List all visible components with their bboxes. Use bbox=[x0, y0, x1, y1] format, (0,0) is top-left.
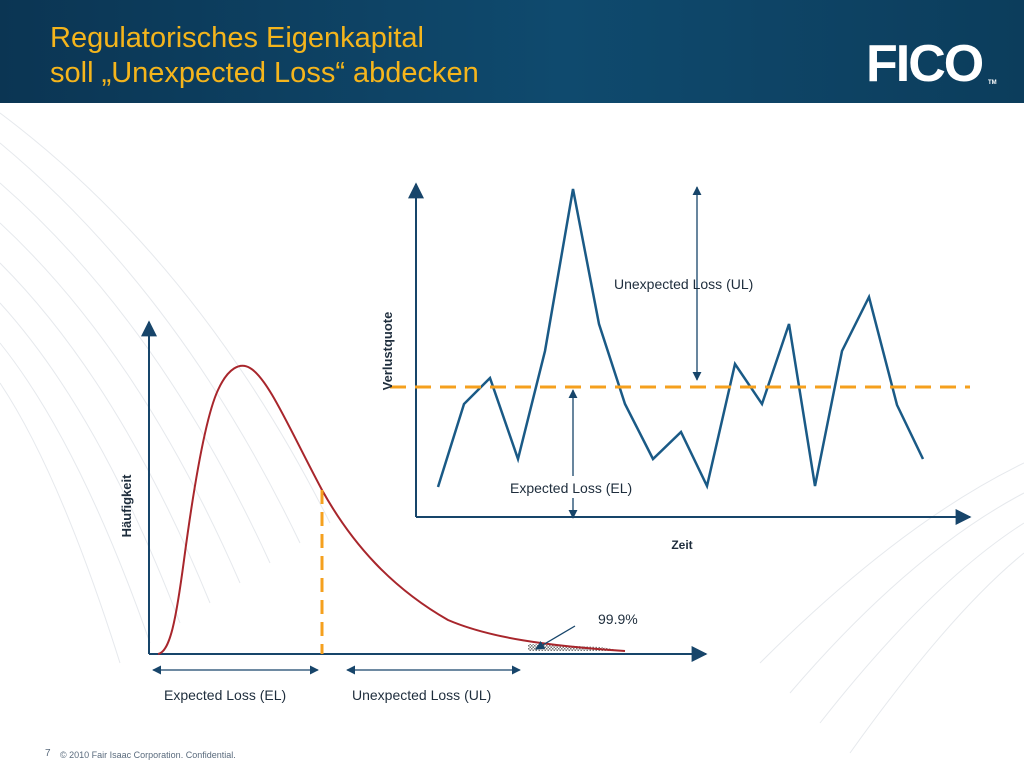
tail-pointer-arrow bbox=[535, 625, 576, 650]
fico-logo: FICO bbox=[866, 35, 984, 93]
time-chart-el-label: Expected Loss (EL) bbox=[510, 480, 632, 496]
loss-rate-series bbox=[436, 188, 925, 490]
header-banner: Regulatorisches Eigenkapital soll „Unexp… bbox=[0, 0, 1024, 103]
time-chart-y-label: Verlustquote bbox=[380, 312, 395, 391]
tail-percent-label: 99.9% bbox=[598, 611, 638, 627]
page-number: 7 bbox=[45, 748, 51, 759]
copyright-notice: © 2010 Fair Isaac Corporation. Confident… bbox=[60, 750, 236, 760]
time-chart-x-label: Zeit bbox=[671, 538, 692, 552]
time-chart-ul-label: Unexpected Loss (UL) bbox=[614, 276, 753, 292]
background-decoration bbox=[0, 112, 1024, 754]
loss-distribution-curve bbox=[157, 364, 626, 655]
distribution-y-label: Häufigkeit bbox=[119, 474, 134, 538]
logo-trademark: TM bbox=[988, 80, 997, 86]
distribution-ul-label: Unexpected Loss (UL) bbox=[352, 687, 491, 703]
distribution-el-label: Expected Loss (EL) bbox=[164, 687, 286, 703]
slide-title-line-1: Regulatorisches Eigenkapital bbox=[50, 22, 424, 54]
slide-title-line-2: soll „Unexpected Loss“ abdecken bbox=[50, 57, 479, 89]
